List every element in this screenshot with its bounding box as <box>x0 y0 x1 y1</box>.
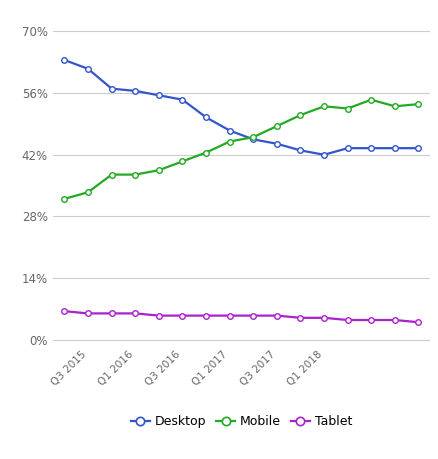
Desktop <box>415 146 420 151</box>
Mobile <box>415 101 420 107</box>
Tablet <box>368 317 373 323</box>
Tablet <box>297 315 302 320</box>
Mobile <box>297 112 302 118</box>
Mobile <box>344 106 350 111</box>
Mobile <box>156 168 161 173</box>
Mobile <box>321 104 326 109</box>
Tablet <box>321 315 326 320</box>
Desktop <box>180 97 185 102</box>
Tablet <box>391 317 396 323</box>
Desktop <box>156 93 161 98</box>
Desktop <box>391 146 396 151</box>
Tablet <box>203 313 208 319</box>
Mobile <box>109 172 114 177</box>
Tablet <box>85 311 91 316</box>
Tablet <box>109 311 114 316</box>
Desktop <box>85 66 91 72</box>
Mobile <box>62 196 67 202</box>
Mobile <box>250 134 255 140</box>
Tablet <box>415 319 420 325</box>
Mobile <box>274 123 279 129</box>
Desktop <box>109 86 114 91</box>
Mobile <box>226 139 232 144</box>
Line: Desktop: Desktop <box>62 57 420 157</box>
Line: Tablet: Tablet <box>62 308 420 325</box>
Tablet <box>344 317 350 323</box>
Mobile <box>85 190 91 195</box>
Tablet <box>62 308 67 314</box>
Mobile <box>132 172 138 177</box>
Desktop <box>297 148 302 153</box>
Desktop <box>62 57 67 63</box>
Desktop <box>321 152 326 157</box>
Mobile <box>203 150 208 155</box>
Mobile <box>180 159 185 164</box>
Desktop <box>132 88 138 94</box>
Mobile <box>391 104 396 109</box>
Mobile <box>368 97 373 102</box>
Tablet <box>250 313 255 319</box>
Desktop <box>368 146 373 151</box>
Tablet <box>132 311 138 316</box>
Tablet <box>274 313 279 319</box>
Tablet <box>180 313 185 319</box>
Line: Mobile: Mobile <box>62 97 420 202</box>
Desktop <box>250 137 255 142</box>
Desktop <box>274 141 279 146</box>
Desktop <box>203 115 208 120</box>
Desktop <box>226 128 232 133</box>
Tablet <box>226 313 232 319</box>
Desktop <box>344 146 350 151</box>
Tablet <box>156 313 161 319</box>
Legend: Desktop, Mobile, Tablet: Desktop, Mobile, Tablet <box>126 410 356 433</box>
